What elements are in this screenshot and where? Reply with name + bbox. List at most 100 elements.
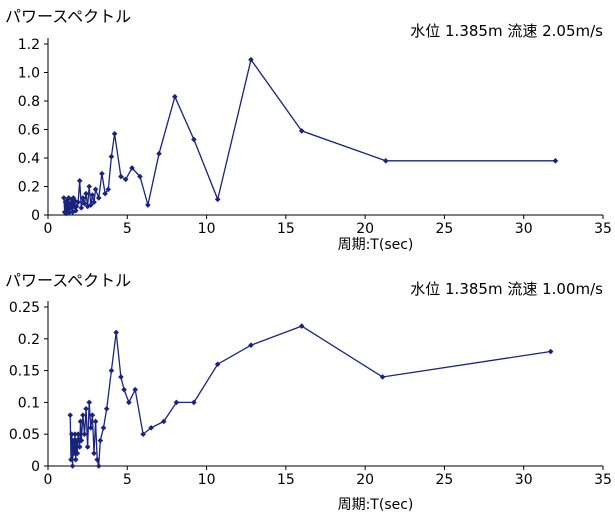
y-tick-label: 0.2 — [18, 180, 40, 196]
data-point — [172, 93, 178, 100]
data-point — [248, 342, 254, 348]
data-point — [100, 425, 107, 431]
x-tick-label: 0 — [44, 472, 53, 488]
data-point — [97, 437, 104, 444]
data-point — [191, 136, 197, 143]
data-point — [118, 374, 124, 380]
data-point — [121, 386, 127, 393]
data-point — [113, 329, 119, 336]
x-tick-label: 25 — [436, 472, 454, 488]
data-point — [148, 425, 154, 431]
data-point — [78, 437, 85, 444]
x-axis-label: 周期:T(sec) — [338, 237, 414, 253]
data-point — [95, 463, 102, 469]
y-tick-label: 0.2 — [18, 332, 40, 348]
data-point — [78, 205, 85, 211]
data-point — [86, 183, 93, 190]
x-tick-label: 30 — [515, 472, 533, 488]
data-point — [80, 195, 86, 201]
y-tick-label: 0.4 — [18, 151, 40, 167]
data-point — [298, 323, 305, 329]
data-point — [77, 418, 84, 425]
data-point — [248, 56, 254, 63]
data-point — [76, 444, 83, 450]
y-tick-label: 0.25 — [9, 300, 40, 316]
series-line — [63, 58, 556, 214]
x-tick-label: 20 — [356, 472, 374, 488]
x-tick-label: 15 — [277, 221, 295, 237]
data-point — [126, 399, 132, 406]
data-point — [76, 178, 83, 184]
data-point — [156, 150, 162, 157]
data-point — [83, 190, 89, 197]
data-point — [61, 195, 67, 201]
data-point — [191, 399, 197, 406]
data-point — [72, 456, 79, 463]
data-point — [89, 192, 96, 198]
data-point — [298, 128, 305, 134]
chart-annotation: 水位 1.385m 流速 2.05m/s — [410, 22, 603, 40]
data-point — [173, 399, 180, 406]
data-point — [137, 173, 143, 180]
data-point — [94, 456, 100, 463]
data-point — [95, 195, 102, 201]
data-point — [65, 195, 72, 201]
data-point — [122, 176, 129, 183]
x-axis-label: 周期:T(sec) — [338, 497, 414, 513]
y-tick-label: 0.6 — [18, 123, 40, 139]
data-point — [67, 200, 73, 207]
y-tick-label: 1.2 — [18, 37, 40, 53]
data-point — [214, 196, 221, 203]
data-point — [72, 207, 79, 214]
x-tick-label: 20 — [356, 221, 374, 237]
data-point — [73, 437, 80, 444]
y-tick-label: 0.8 — [18, 94, 40, 110]
y-tick-label: 0.1 — [18, 395, 40, 411]
data-point — [62, 199, 69, 205]
x-tick-label: 30 — [515, 221, 533, 237]
data-point — [86, 399, 93, 406]
data-point — [92, 418, 99, 425]
data-point — [67, 412, 73, 418]
data-point — [108, 153, 115, 160]
data-point — [91, 199, 97, 205]
data-point — [132, 386, 139, 393]
data-point — [83, 405, 89, 412]
data-point — [103, 405, 110, 412]
chart-annotation: 水位 1.385m 流速 1.00m/s — [410, 280, 603, 298]
data-point — [91, 450, 97, 457]
data-point — [111, 130, 118, 137]
data-point — [63, 210, 70, 217]
series-line — [69, 325, 551, 467]
y-tick-label: 0 — [31, 459, 40, 475]
data-point — [71, 450, 77, 457]
x-tick-label: 10 — [198, 472, 216, 488]
data-point — [68, 456, 74, 463]
data-point — [552, 158, 559, 164]
data-point — [160, 418, 167, 425]
data-point — [61, 209, 68, 215]
x-tick-label: 0 — [44, 221, 53, 237]
data-point — [129, 165, 135, 171]
x-tick-label: 35 — [594, 221, 612, 237]
y-tick-label: 1.0 — [18, 66, 40, 82]
data-point — [140, 431, 146, 437]
data-point — [88, 425, 94, 431]
data-point — [382, 158, 389, 164]
data-point — [214, 361, 221, 368]
data-point — [81, 431, 88, 437]
data-point — [70, 195, 77, 201]
data-point — [118, 173, 124, 180]
data-point — [73, 203, 80, 210]
data-point — [379, 374, 386, 380]
data-point — [108, 367, 115, 374]
data-point — [84, 444, 91, 450]
data-point — [68, 431, 75, 437]
y-tick-label: 0.05 — [9, 427, 40, 443]
data-point — [92, 186, 99, 193]
data-point — [68, 196, 75, 203]
y-tick-label: 0.15 — [9, 364, 40, 380]
data-point — [74, 450, 81, 457]
